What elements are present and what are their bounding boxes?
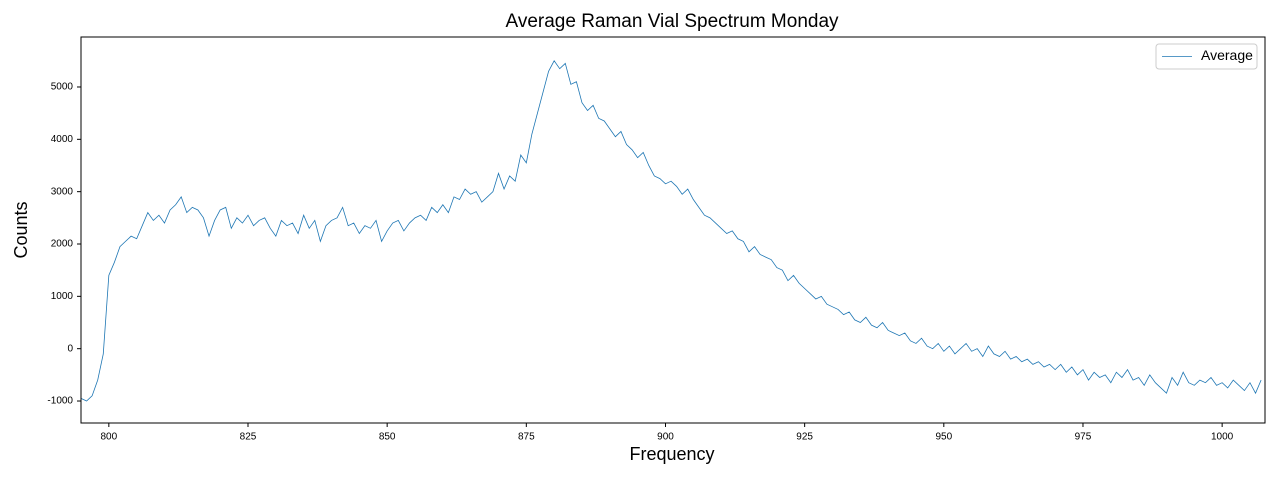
x-tick-label: 825 <box>240 432 257 443</box>
x-tick-label: 900 <box>657 432 674 443</box>
y-tick-label: 1000 <box>51 291 74 302</box>
x-tick-label: 975 <box>1075 432 1092 443</box>
y-tick-label: 2000 <box>51 239 74 250</box>
x-tick-label: 950 <box>935 432 952 443</box>
plot-frame <box>80 36 1266 424</box>
legend-label: Average <box>1201 47 1253 63</box>
x-tick-label: 925 <box>796 432 813 443</box>
series-line <box>80 60 1262 402</box>
x-tick-label: 850 <box>379 432 396 443</box>
legend-box <box>1155 43 1258 70</box>
x-tick-label: 875 <box>518 432 535 443</box>
x-tick-label: 1000 <box>1211 432 1234 443</box>
y-tick-label: 0 <box>67 343 73 354</box>
x-tick-label: 800 <box>100 432 117 443</box>
y-tick-label: 5000 <box>51 82 74 93</box>
y-tick-label: -1000 <box>47 396 73 407</box>
x-axis-label: Frequency <box>629 444 714 464</box>
y-tick-label: 3000 <box>51 186 74 197</box>
chart-title: Average Raman Vial Spectrum Monday <box>505 11 839 32</box>
y-tick-label: 4000 <box>51 134 74 145</box>
y-axis-label: Counts <box>11 201 31 258</box>
